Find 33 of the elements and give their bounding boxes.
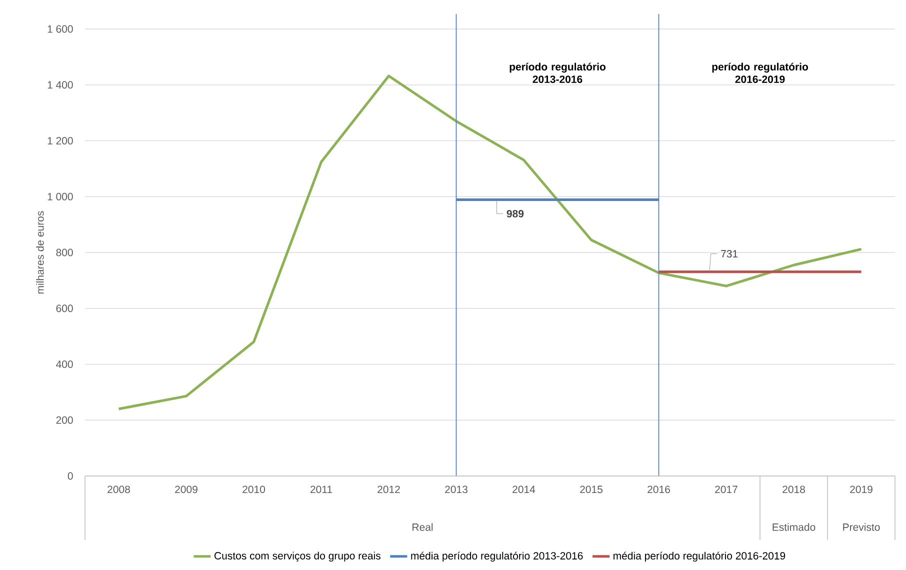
x-tick-label: 2019 <box>850 486 872 494</box>
text: Real <box>412 523 433 531</box>
data-label: 989 <box>506 210 524 218</box>
annotation: período regulatório 2016-2019 <box>712 62 808 84</box>
x-tick-label: 2013 <box>445 486 468 494</box>
x-tick-label: 2018 <box>782 486 805 494</box>
legend-label: média período regulatório 2013-2016 <box>411 552 583 562</box>
data-label: 731 <box>721 250 738 258</box>
x-tick-label: 2016 <box>648 486 670 494</box>
y-tick-label: 400 <box>56 360 73 368</box>
line-series <box>117 74 863 410</box>
y-tick-label: 1 400 <box>48 81 73 89</box>
x-tick-label: 2010 <box>242 486 266 494</box>
y-tick-label: 0 <box>68 472 73 480</box>
legend-label: Custos com serviços do grupo reais <box>214 552 380 562</box>
x-tick-label: 2011 <box>310 486 332 494</box>
y-axis-title: milhares de euros <box>36 211 44 294</box>
y-tick-label: 1 600 <box>48 25 73 33</box>
text: Estimado <box>772 523 816 531</box>
y-tick-label: 200 <box>56 416 73 424</box>
y-tick-label: 1 000 <box>48 192 73 200</box>
y-tick-label: 800 <box>56 248 73 256</box>
annotation: período regulatório 2013-2016 <box>510 62 606 84</box>
y-tick-label: 1 200 <box>48 137 73 144</box>
x-tick-label: 2012 <box>378 486 400 494</box>
legend-label: média período regulatório 2016-2019 <box>614 552 786 562</box>
y-tick-label: 600 <box>56 304 73 312</box>
x-tick-label: 2017 <box>715 486 738 494</box>
x-tick-label: 2014 <box>512 486 536 494</box>
x-tick-label: 2008 <box>108 486 130 494</box>
text: Previsto <box>843 523 880 531</box>
x-tick-label: 2009 <box>175 486 198 494</box>
x-tick-label: 2015 <box>580 486 602 494</box>
